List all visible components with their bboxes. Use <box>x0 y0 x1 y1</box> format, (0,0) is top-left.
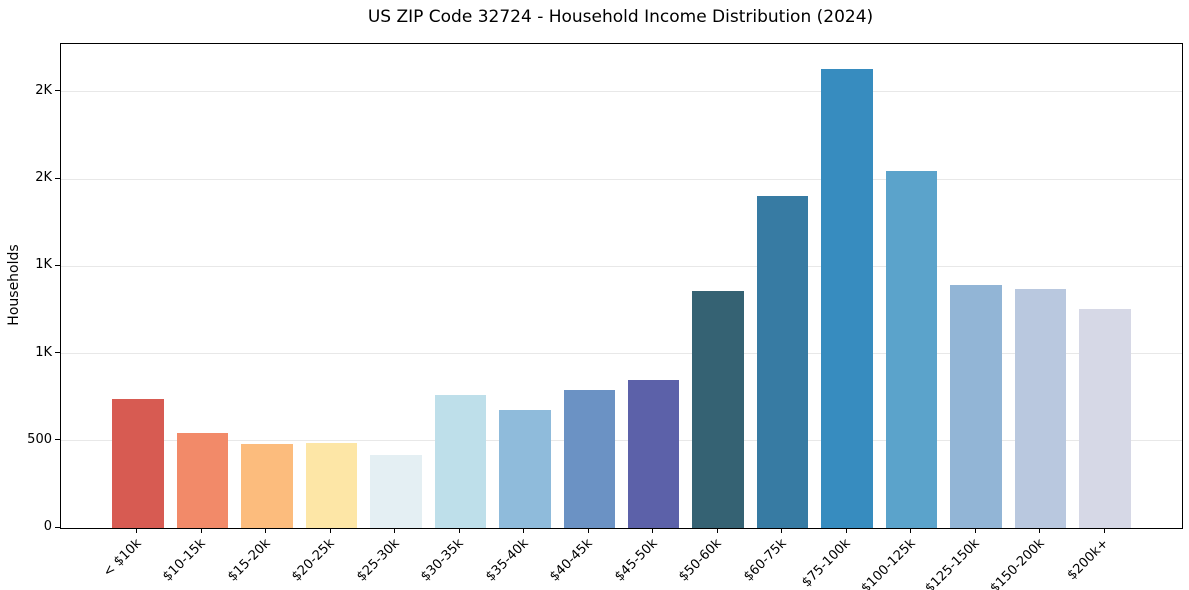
bar-$25-30k <box>370 454 422 528</box>
bar-$50-60k <box>692 290 744 528</box>
bar-$20-25k <box>305 442 358 528</box>
bar-$100-125k <box>885 170 938 528</box>
x-tick-mark-0 <box>136 528 137 533</box>
y-tick-mark-1500 <box>55 265 60 266</box>
y-tick-label-1500: 1K <box>35 257 52 273</box>
y-tick-mark-0 <box>55 527 60 528</box>
x-tick-label-0: < $10k <box>100 536 145 581</box>
bar-$35-40k <box>499 410 551 528</box>
y-tick-mark-2500 <box>55 90 60 91</box>
x-tick-mark-12 <box>910 528 911 533</box>
gridline-1000 <box>61 353 1182 354</box>
gridline-500 <box>61 440 1182 441</box>
gridline-2500 <box>61 91 1182 92</box>
x-tick-mark-13 <box>975 528 976 533</box>
bar-$15-20k <box>241 444 293 528</box>
x-tick-mark-10 <box>781 528 782 533</box>
x-tick-mark-14 <box>1039 528 1040 533</box>
bar-$125-150k <box>950 284 1002 528</box>
y-tick-mark-500 <box>55 439 60 440</box>
x-tick-mark-2 <box>265 528 266 533</box>
x-tick-mark-3 <box>330 528 331 533</box>
gridline-2000 <box>61 179 1182 180</box>
y-tick-label-2500: 2K <box>35 82 52 98</box>
bar-$60-75k <box>756 195 809 528</box>
x-tick-mark-9 <box>717 528 718 533</box>
bar-$150-200k <box>1014 289 1067 528</box>
y-tick-label-1000: 1K <box>35 344 52 360</box>
plot-area <box>60 43 1183 529</box>
chart-title: US ZIP Code 32724 - Household Income Dis… <box>367 7 874 27</box>
y-tick-label-0: 0 <box>43 519 52 534</box>
y-tick-label-2000: 2K <box>35 170 52 186</box>
bar-$30-35k <box>434 394 487 528</box>
y-tick-label-500: 500 <box>27 431 52 447</box>
x-tick-mark-5 <box>459 528 460 533</box>
bar-$10-15k <box>176 432 229 528</box>
bar-$200k+ <box>1079 309 1131 528</box>
x-tick-mark-8 <box>652 528 653 533</box>
y-tick-mark-1000 <box>55 352 60 353</box>
gridline-1500 <box>61 266 1182 267</box>
x-tick-mark-15 <box>1104 528 1105 533</box>
x-tick-mark-4 <box>394 528 395 533</box>
x-tick-mark-7 <box>588 528 589 533</box>
bar-$75-100k <box>821 69 873 528</box>
x-tick-mark-1 <box>201 528 202 533</box>
x-tick-mark-6 <box>523 528 524 533</box>
y-tick-mark-2000 <box>55 178 60 179</box>
bar-$45-50k <box>627 379 680 528</box>
bar-$40-45k <box>563 390 616 528</box>
bar-< $10k <box>112 398 164 528</box>
x-tick-mark-11 <box>846 528 847 533</box>
